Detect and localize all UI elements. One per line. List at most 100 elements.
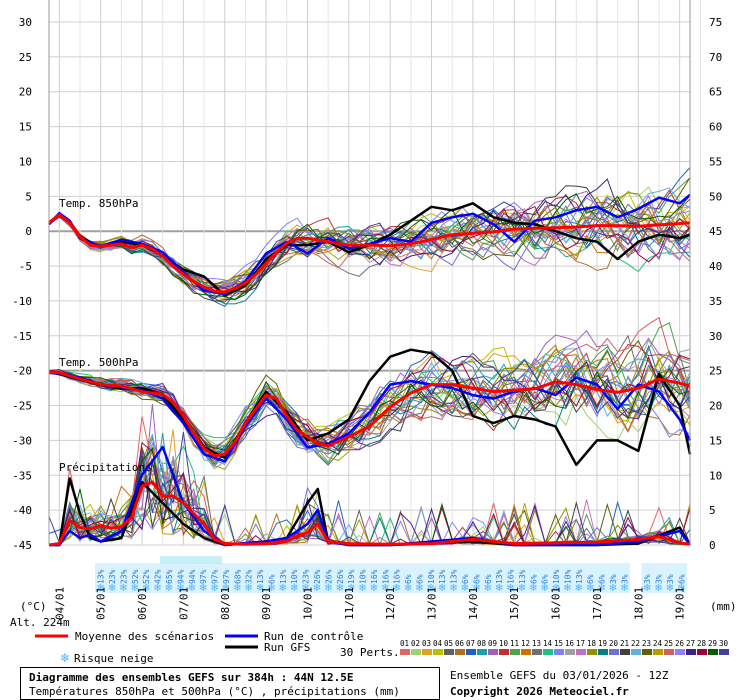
pert-line-t850-29	[48, 193, 691, 301]
snowflake-icon: ❄	[392, 583, 400, 594]
legend-pert-number: 25	[664, 639, 673, 648]
snow-risk-value: 3%	[620, 574, 629, 584]
y-left-tick-label: -15	[12, 330, 32, 343]
legend-pert-swatch	[400, 649, 410, 655]
snowflake-icon: ❄	[563, 583, 571, 594]
snow-risk-cell	[186, 563, 198, 593]
y-left-tick-label: 30	[19, 16, 32, 29]
snow-risk-cell	[345, 563, 357, 593]
snow-risk-value: 23%	[108, 569, 117, 584]
y-left-tick-label: 10	[19, 155, 32, 168]
chart-title: Diagramme des ensembles GEFS sur 384h : …	[29, 671, 354, 684]
legend-pert-number: 21	[620, 639, 629, 648]
snow-risk-value: 97%	[199, 569, 208, 584]
legend-pert-swatch	[554, 649, 564, 655]
snow-risk-value: 94%	[176, 569, 185, 584]
snow-risk-value: 6%	[415, 574, 424, 584]
legend-pert-number: 30	[719, 639, 729, 648]
snowflake-icon: ❄	[472, 583, 480, 594]
snow-high-marker	[160, 556, 222, 564]
legend-pert-number: 14	[543, 639, 553, 648]
legend-gfs-label: Run GFS	[264, 641, 310, 654]
y-right-tick-label: 50	[709, 190, 722, 203]
snow-risk-cell	[243, 563, 255, 593]
legend-pert-number: 07	[466, 639, 475, 648]
snow-risk-value: 6%	[404, 574, 413, 584]
snow-risk-value: 13%	[518, 569, 527, 584]
legend-pert-number: 15	[554, 639, 563, 648]
y-right-tick-label: 60	[709, 121, 722, 134]
y-right-unit: (mm)	[710, 600, 737, 613]
snowflake-icon: ❄	[301, 583, 309, 594]
snowflake-icon: ❄	[484, 583, 492, 594]
snow-risk-value: 6%	[598, 574, 607, 584]
legend-pert-swatch	[455, 649, 465, 655]
snowflake-icon: ❄	[654, 583, 662, 594]
y-right-tick-label: 45	[709, 225, 722, 238]
y-right-tick-label: 0	[709, 539, 716, 552]
snowflake-icon: ❄	[597, 583, 605, 594]
copyright: Copyright 2026 Meteociel.fr	[450, 685, 629, 698]
snow-risk-value: 6%	[267, 574, 276, 584]
snow-risk-cell	[595, 563, 608, 593]
snow-risk-cell	[174, 563, 187, 593]
pert-line-t500-27	[48, 355, 691, 458]
snow-risk-cell	[231, 563, 243, 593]
y-left-tick-label: -10	[12, 295, 32, 308]
legend-pert-number: 29	[708, 639, 717, 648]
y-right-tick-label: 40	[709, 260, 722, 273]
chart-title-box: Diagramme des ensembles GEFS sur 384h : …	[20, 667, 440, 700]
snowflake-icon: ❄	[210, 583, 218, 594]
snow-risk-cell	[254, 563, 266, 593]
chart-axes: 302520151050-5-10-15-20-25-30-35-40-4575…	[10, 0, 737, 629]
snowflake-icon: ❄	[666, 583, 674, 594]
y-left-tick-label: -40	[12, 504, 32, 517]
pert-line-t500-28	[48, 354, 691, 462]
legend-pert-swatch	[565, 649, 575, 655]
snow-risk-value: 94%	[188, 569, 197, 584]
legend-pert-number: 26	[675, 639, 685, 648]
legend-pert-swatch	[477, 649, 487, 655]
snowflake-icon: ❄	[449, 583, 457, 594]
legend-pert-swatch	[433, 649, 443, 655]
snow-risk-cell	[618, 563, 631, 593]
x-tick-label: 12/01	[384, 587, 397, 620]
snowflake-icon: ❄	[233, 583, 241, 594]
y-right-tick-label: 35	[709, 295, 722, 308]
y-left-tick-label: -45	[12, 539, 32, 552]
snowflake-icon: ❄	[108, 583, 116, 594]
x-tick-label: 16/01	[550, 587, 563, 620]
legend-snow-label: Risque neige	[74, 652, 153, 665]
snow-risk-value: 6%	[472, 574, 481, 584]
snow-risk-value: 10%	[359, 569, 368, 584]
snowflake-icon: ❄	[415, 583, 423, 594]
snowflake-icon: ❄	[324, 583, 332, 594]
snow-risk-value: 13%	[279, 569, 288, 584]
snow-risk-cell	[504, 563, 517, 593]
snowflake-icon: ❄	[279, 583, 287, 594]
snow-risk-cell	[117, 563, 130, 593]
y-right-tick-label: 30	[709, 330, 722, 343]
legend-pert-swatch	[631, 649, 641, 655]
snow-risk-value: 6%	[586, 574, 595, 584]
t850-label: Temp. 850hPa	[59, 197, 138, 210]
snow-risk-cell	[299, 563, 312, 593]
snowflake-icon: ❄	[529, 583, 537, 594]
snowflake-icon: ❄	[199, 583, 207, 594]
snow-risk-value: 13%	[450, 569, 459, 584]
snow-risk-cell	[482, 563, 494, 593]
snow-risk-cell	[413, 563, 426, 593]
snowflake-icon: ❄	[518, 583, 526, 594]
snow-risk-cell	[220, 563, 232, 593]
snow-risk-cell	[539, 563, 551, 593]
legend-pert-number: 22	[631, 639, 640, 648]
legend-pert-swatch	[543, 649, 553, 655]
snow-risk-cell	[129, 563, 141, 593]
legend-pert-swatch	[532, 649, 542, 655]
snow-risk-value: 26%	[324, 569, 333, 584]
legend-pert-number: 20	[609, 639, 619, 648]
legend-pert-swatch	[686, 649, 696, 655]
snow-risk-value: 16%	[370, 569, 379, 584]
legend-control-label: Run de contrôle	[264, 630, 363, 643]
snow-risk-value: 68%	[233, 569, 242, 584]
